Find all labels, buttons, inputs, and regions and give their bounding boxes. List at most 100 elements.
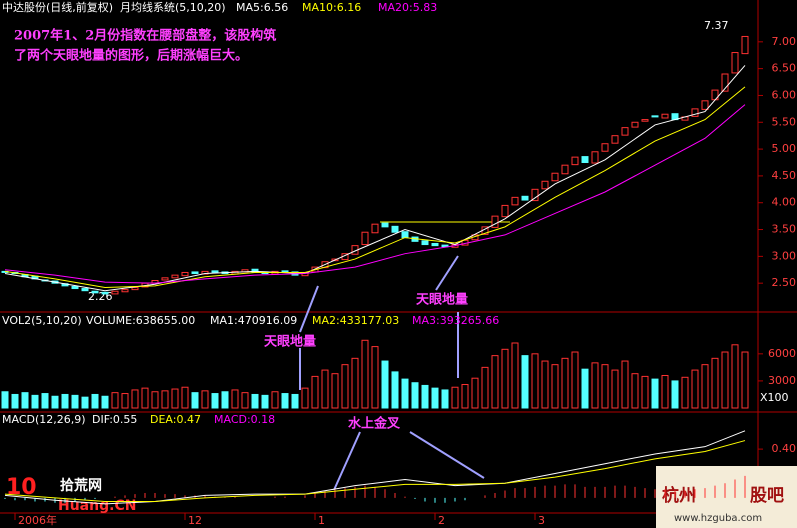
macd-label: MACD:0.18 bbox=[214, 413, 275, 426]
volume-bar bbox=[341, 364, 349, 409]
high-label: 7.37 bbox=[704, 19, 729, 32]
volume-bar bbox=[401, 378, 409, 409]
volume-bar bbox=[381, 360, 389, 409]
volume-bar bbox=[691, 369, 699, 409]
volume-bar bbox=[271, 391, 279, 409]
candle bbox=[361, 231, 369, 246]
candle bbox=[701, 100, 709, 110]
candle bbox=[511, 196, 519, 206]
volume-bar bbox=[321, 369, 329, 409]
volume-bar bbox=[521, 355, 529, 409]
volume-bar bbox=[101, 395, 109, 409]
volume-bar bbox=[701, 364, 709, 409]
candle bbox=[381, 222, 389, 228]
y-tick-label: 5.50 bbox=[772, 115, 797, 128]
volume-label: MA1:470916.09 bbox=[210, 314, 297, 327]
volume-bar bbox=[611, 369, 619, 409]
volume-bar bbox=[111, 392, 119, 409]
ma-label: MA20:5.83 bbox=[378, 1, 437, 14]
candle bbox=[531, 188, 539, 202]
y-tick-label: 6.50 bbox=[772, 62, 797, 75]
volume-bar bbox=[571, 351, 579, 409]
volume-bar bbox=[741, 351, 749, 409]
candle bbox=[631, 121, 639, 128]
volume-label: MA2:433177.03 bbox=[312, 314, 399, 327]
volume-bar bbox=[141, 387, 149, 409]
volume-bar bbox=[171, 388, 179, 409]
ma-line bbox=[4, 86, 746, 288]
volume-bar bbox=[281, 393, 289, 409]
macd-label: MACD(12,26,9) bbox=[2, 413, 86, 426]
candle bbox=[551, 172, 559, 182]
volume-bar bbox=[61, 393, 69, 409]
candle bbox=[571, 156, 579, 166]
ma-line bbox=[4, 104, 746, 284]
volume-bar bbox=[411, 382, 419, 409]
ma-label: MA10:6.16 bbox=[302, 1, 361, 14]
macd-line bbox=[4, 430, 746, 505]
candle bbox=[191, 271, 199, 275]
y-tick-label: 6000 bbox=[768, 347, 796, 360]
candle bbox=[731, 52, 739, 74]
volume-bar bbox=[201, 390, 209, 409]
volume-bar bbox=[231, 389, 239, 409]
candle bbox=[741, 35, 749, 55]
volume-bar bbox=[451, 386, 459, 409]
volume-bar bbox=[291, 393, 299, 409]
volume-bar bbox=[211, 393, 219, 409]
volume-bar bbox=[561, 357, 569, 409]
arrows bbox=[299, 221, 510, 491]
candle bbox=[391, 225, 399, 233]
candle bbox=[211, 270, 219, 273]
volume-bar bbox=[631, 373, 639, 409]
volume-bar bbox=[71, 394, 79, 409]
candle bbox=[501, 204, 509, 218]
volume-bar bbox=[31, 394, 39, 409]
volume-bar bbox=[191, 392, 199, 409]
volume-bar bbox=[41, 393, 49, 409]
volume-bar bbox=[1, 391, 9, 409]
candle bbox=[521, 195, 529, 201]
volume-bar bbox=[131, 389, 139, 409]
watermark: 杭州 bbox=[662, 485, 696, 506]
volume-bar bbox=[251, 393, 259, 409]
y-tick-label: 2.50 bbox=[772, 276, 797, 289]
candle bbox=[171, 274, 179, 279]
x-tick-label: 3 bbox=[538, 514, 545, 527]
volume-bar bbox=[21, 392, 29, 409]
y-tick-label: 0.40 bbox=[772, 442, 797, 455]
volume-bar bbox=[551, 364, 559, 409]
annotation: 水上金叉 bbox=[348, 416, 401, 432]
candle bbox=[111, 290, 119, 295]
volume-bar bbox=[711, 357, 719, 409]
volume-bar bbox=[441, 389, 449, 409]
candle bbox=[71, 285, 79, 290]
volume-bar bbox=[661, 374, 669, 409]
logo-box bbox=[656, 466, 797, 528]
candle bbox=[181, 271, 189, 277]
volume-bar bbox=[351, 357, 359, 409]
volume-bar bbox=[181, 386, 189, 409]
y-tick-label: 7.00 bbox=[772, 35, 797, 48]
candle bbox=[561, 164, 569, 175]
x-tick-label: 2 bbox=[438, 514, 445, 527]
volume-bar bbox=[51, 395, 59, 409]
volume-bar bbox=[161, 390, 169, 409]
candle bbox=[81, 288, 89, 292]
volume-bar bbox=[581, 368, 589, 409]
y-tick-label: 3.50 bbox=[772, 223, 797, 236]
volume-bar bbox=[481, 366, 489, 409]
candle bbox=[371, 223, 379, 234]
annotation: 天眼地量 bbox=[416, 292, 468, 308]
title: 中达股份(日线,前复权) bbox=[2, 0, 113, 14]
macd-line bbox=[4, 440, 746, 502]
candle bbox=[581, 156, 589, 164]
volume-bar bbox=[491, 355, 499, 409]
annotation: 2007年1、2月份指数在腰部盘整，该股构筑 bbox=[14, 28, 276, 44]
volume-bar bbox=[471, 377, 479, 409]
volume-bar bbox=[11, 393, 19, 409]
candle bbox=[441, 244, 449, 248]
candle bbox=[621, 127, 629, 136]
